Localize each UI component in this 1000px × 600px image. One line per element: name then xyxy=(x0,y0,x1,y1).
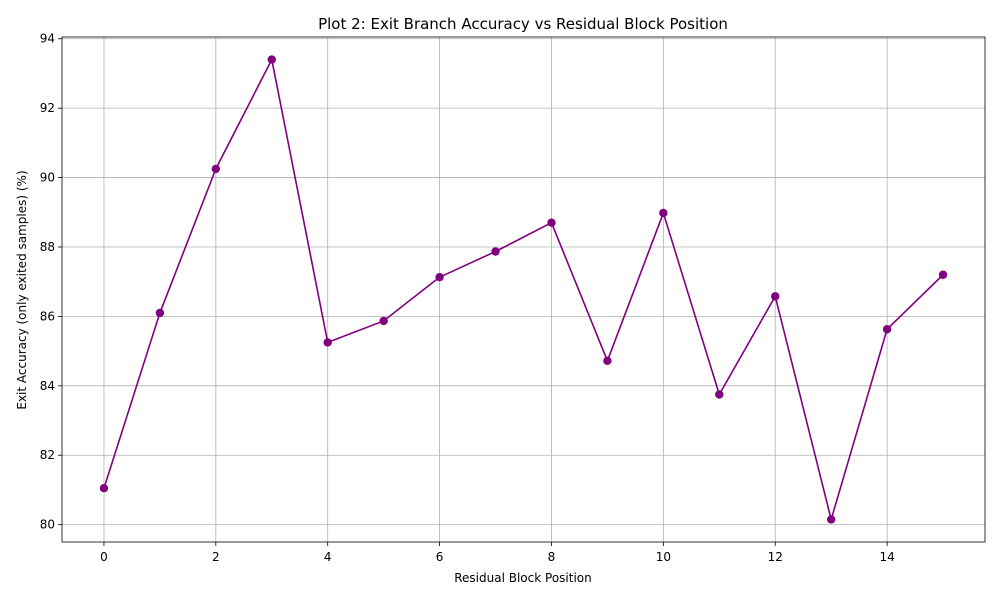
x-tick-label: 4 xyxy=(324,550,332,564)
y-tick-label: 82 xyxy=(40,448,55,462)
data-point xyxy=(659,208,668,218)
x-tick-label: 0 xyxy=(100,550,108,564)
data-point xyxy=(938,270,948,279)
x-axis-label: Residual Block Position xyxy=(454,571,591,585)
chart-title: Plot 2: Exit Branch Accuracy vs Residual… xyxy=(318,15,728,33)
data-point xyxy=(211,164,221,174)
y-tick-label: 94 xyxy=(40,32,55,46)
x-tick-label: 8 xyxy=(548,550,556,564)
y-tick-label: 92 xyxy=(40,101,55,115)
y-axis-ticks: 80 82 84 86 88 90 92 94 xyxy=(40,32,62,532)
data-point xyxy=(323,338,332,347)
plot-frame xyxy=(61,36,986,543)
x-tick-label: 12 xyxy=(768,550,783,564)
y-tick-label: 88 xyxy=(40,240,55,254)
data-point xyxy=(882,325,892,334)
y-axis-label: Exit Accuracy (only exited samples) (%) xyxy=(15,170,29,409)
y-tick-label: 90 xyxy=(40,171,55,185)
data-point xyxy=(771,292,780,301)
plot-frame-layer xyxy=(61,36,986,543)
data-point xyxy=(379,316,388,326)
y-tick-label: 80 xyxy=(40,518,55,532)
x-tick-label: 14 xyxy=(879,550,894,564)
data-point xyxy=(603,356,612,366)
series-line xyxy=(103,58,944,521)
data-point xyxy=(435,272,444,282)
grid-layer xyxy=(62,37,985,542)
data-point xyxy=(99,484,109,493)
data-point xyxy=(826,515,836,524)
data-point xyxy=(267,55,276,64)
y-tick-label: 86 xyxy=(40,309,55,323)
x-tick-label: 6 xyxy=(436,550,444,564)
x-tick-label: 2 xyxy=(212,550,220,564)
x-axis-ticks: 0 2 4 6 8 10 12 14 xyxy=(100,542,895,564)
y-tick-label: 84 xyxy=(40,379,55,393)
data-point xyxy=(155,308,165,318)
x-tick-label: 10 xyxy=(656,550,671,564)
data-point xyxy=(491,247,500,256)
series-layer xyxy=(99,55,948,524)
data-point xyxy=(547,218,556,227)
data-point xyxy=(715,390,724,399)
